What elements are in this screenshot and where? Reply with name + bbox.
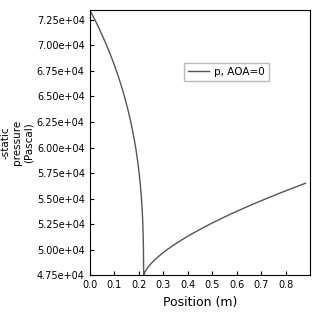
p, AOA=0 bbox=[193, 230, 197, 234]
X-axis label: Position (m): Position (m) bbox=[163, 296, 237, 308]
p, AOA=0 bbox=[297, 184, 301, 188]
p, AOA=0 bbox=[258, 199, 262, 203]
Line: p, AOA=0: p, AOA=0 bbox=[90, 10, 306, 276]
p, AOA=0 bbox=[88, 8, 92, 12]
p, AOA=0 bbox=[187, 234, 191, 237]
p, AOA=0 bbox=[297, 184, 301, 188]
p, AOA=0 bbox=[142, 274, 146, 277]
Legend: p, AOA=0: p, AOA=0 bbox=[184, 63, 269, 81]
p, AOA=0 bbox=[99, 30, 103, 34]
Y-axis label: -static
pressure
(Pascal): -static pressure (Pascal) bbox=[1, 120, 34, 165]
p, AOA=0 bbox=[304, 181, 308, 185]
